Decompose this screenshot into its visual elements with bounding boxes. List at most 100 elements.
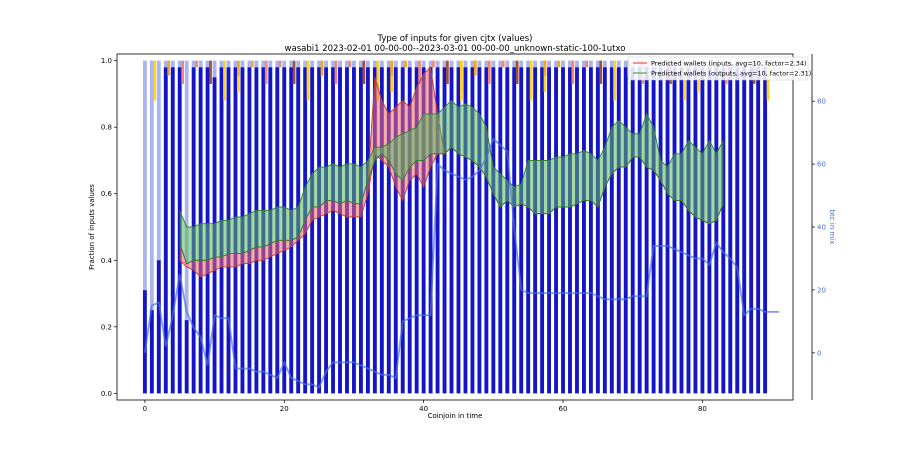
y-tick-label-1: 0.2 (101, 323, 112, 331)
accent-bar-24 (306, 60, 310, 93)
y-axis: 0.0 0.2 0.4 0.6 0.8 1.0 (101, 57, 117, 398)
accent-bar-12 (223, 60, 226, 101)
fresh-bar-32 (365, 67, 370, 394)
fresh-bar-52 (505, 67, 510, 394)
legend-box (627, 56, 809, 81)
accent-bar-47 (473, 60, 477, 76)
accent-bar-2 (153, 60, 157, 93)
fresh-bar-50 (491, 67, 496, 394)
y-right-tick-label-2: 40 (817, 224, 826, 232)
chart-subtitle: wasabi1 2023-02-01 00-00-00--2023-03-01 … (285, 44, 626, 54)
band-upper-1 (179, 99, 724, 228)
fresh-bar-27 (331, 67, 335, 394)
band-fill-1 (179, 100, 724, 264)
fresh-bar-39 (414, 67, 419, 394)
fresh-bar-44 (449, 67, 454, 394)
y-tick-label-0: 0.0 (101, 390, 112, 398)
remixed-bar-0 (142, 60, 147, 394)
fresh-bar-37 (400, 67, 405, 394)
fresh-bar-34 (379, 67, 384, 394)
accent-bar-14 (237, 60, 240, 76)
accent-bar-46 (460, 60, 463, 93)
accent-bar-32 (362, 60, 366, 84)
x-axis: 0 20 40 60 80 (143, 400, 707, 413)
fresh-bar-65 (595, 67, 600, 394)
accent-bar-58 (543, 60, 547, 76)
band-fill-0 (179, 67, 724, 277)
accent-bar-41 (432, 60, 435, 68)
fresh-bar-41 (428, 67, 433, 394)
fresh-bar-28 (338, 67, 342, 394)
fresh-bar-63 (582, 67, 586, 394)
accent-bar-50 (487, 60, 491, 84)
y-right-tick-label-0: 0 (817, 349, 821, 357)
accent-bar-19 (278, 60, 282, 68)
fresh-bar-43 (442, 67, 447, 394)
legend-label-inputs: Predicted wallets (inputs, avg=10, facto… (651, 60, 807, 68)
fresh-bar-31 (359, 67, 363, 394)
fresh-bar-36 (393, 67, 398, 394)
fresh-bar-64 (588, 67, 593, 394)
legend: Predicted wallets (inputs, avg=10, facto… (627, 56, 811, 81)
fresh-bar-59 (554, 67, 558, 394)
fresh-bar-88 (756, 67, 761, 394)
fresh-bar-47 (470, 67, 475, 394)
fresh-bar-78 (686, 67, 691, 394)
fresh-bar-25 (317, 67, 322, 394)
accent-bar-3 (167, 60, 170, 76)
x-axis-label: Coinjoin in time (428, 412, 483, 420)
fresh-bar-76 (672, 67, 677, 394)
fresh-bar-55 (526, 67, 531, 394)
fresh-bar-68 (616, 67, 621, 394)
fresh-bar-89 (763, 67, 768, 394)
y-axis-label: Fraction of inputs values (88, 184, 96, 270)
x-tick-label-3: 60 (559, 405, 568, 413)
accent-bar-4 (167, 60, 171, 68)
accent-bar-37 (404, 60, 407, 68)
y-right-tick-label-3: 60 (817, 161, 826, 169)
fresh-bar-87 (749, 67, 754, 394)
fresh-bar-75 (665, 67, 670, 394)
x-tick-label-4: 80 (698, 405, 707, 413)
fresh-bar-48 (477, 67, 482, 394)
fresh-bar-30 (352, 67, 356, 394)
fresh-bar-72 (644, 67, 649, 394)
fresh-bar-4 (170, 67, 175, 394)
accent-bar-25 (320, 60, 324, 76)
plot-frame (116, 53, 794, 401)
accent-bar-56 (529, 60, 533, 101)
accent-bar-26 (320, 60, 324, 68)
fresh-bar-60 (561, 67, 565, 394)
accent-bar-8 (195, 60, 198, 68)
x-tick-label-2: 40 (419, 405, 428, 413)
fresh-bar-80 (700, 67, 705, 394)
fresh-bar-38 (407, 67, 412, 394)
fresh-bar-33 (372, 67, 377, 394)
fresh-bar-51 (498, 67, 503, 394)
btc-in-mix-line (144, 137, 780, 389)
accent-bar-89 (766, 60, 770, 101)
fresh-bar-24 (310, 67, 315, 394)
fresh-bar-86 (742, 67, 747, 394)
fresh-bar-6 (184, 320, 189, 394)
fresh-bar-70 (630, 67, 635, 394)
fresh-bar-54 (519, 67, 524, 394)
fresh-bar-69 (623, 67, 628, 394)
fresh-bar-0 (142, 290, 147, 394)
accent-bar-63 (585, 60, 589, 68)
fresh-bar-57 (540, 67, 545, 394)
fresh-bar-61 (568, 67, 572, 394)
fresh-bar-81 (707, 67, 712, 394)
accent-bar-39 (418, 60, 421, 84)
accent-bar-13 (237, 60, 240, 93)
accent-bar-17 (264, 60, 268, 84)
chart-title: Type of inputs for given cjtx (values) (377, 34, 533, 44)
fresh-bar-42 (435, 67, 440, 394)
fresh-bar-73 (651, 67, 656, 394)
accent-bar-35 (390, 60, 394, 93)
accent-bar-57 (543, 60, 547, 93)
fresh-bar-26 (324, 67, 328, 394)
accent-bar-52 (501, 60, 505, 68)
fresh-bar-49 (484, 67, 489, 394)
